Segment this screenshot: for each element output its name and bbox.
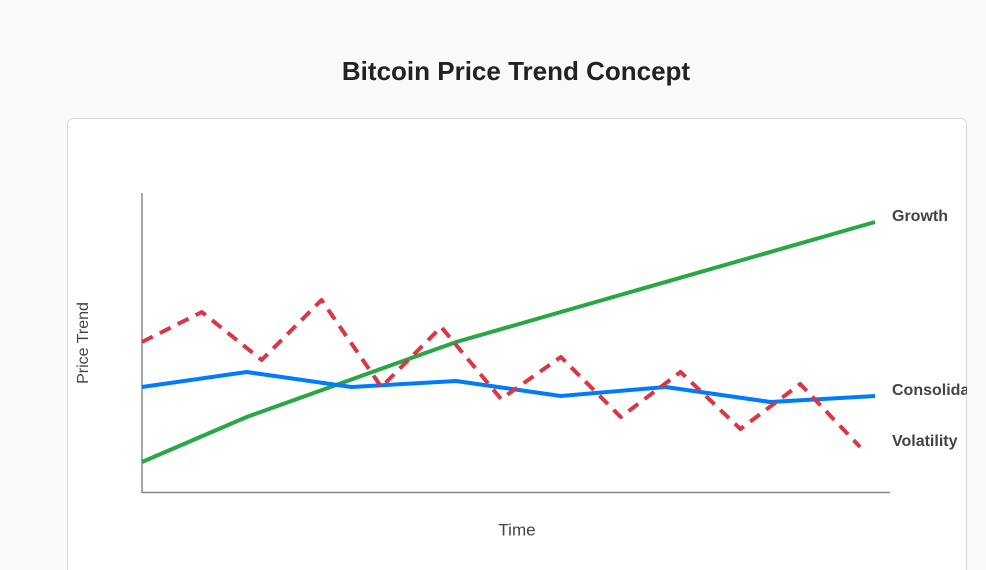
card (67, 118, 967, 570)
y-axis-label: Price Trend (75, 302, 92, 384)
x-axis-label: Time (498, 520, 535, 539)
series-label: Volatility (892, 433, 958, 450)
series-line (141, 298, 862, 449)
chart-title: Bitcoin Price Trend Concept (342, 56, 691, 86)
series-line (141, 220, 876, 464)
series-label: Consolidation (892, 382, 986, 399)
series-line (141, 370, 876, 404)
series-label: Growth (892, 208, 948, 225)
plot: Growth Consolidation Volatility (141, 208, 986, 464)
